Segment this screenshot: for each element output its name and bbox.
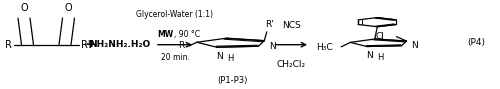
Text: H: H: [377, 53, 383, 61]
Text: R: R: [5, 40, 12, 50]
Text: N: N: [412, 41, 418, 50]
Text: Glycerol-Water (1:1): Glycerol-Water (1:1): [136, 10, 214, 19]
Text: N: N: [366, 51, 372, 60]
Text: (P1-P3): (P1-P3): [218, 76, 248, 85]
Text: H: H: [227, 54, 234, 63]
Text: 20 min.: 20 min.: [160, 53, 190, 62]
Text: NCS: NCS: [282, 21, 300, 30]
Text: Cl: Cl: [375, 32, 384, 41]
Text: NH₂NH₂.H₂O: NH₂NH₂.H₂O: [90, 40, 150, 49]
Text: N: N: [216, 52, 222, 61]
Text: O: O: [64, 3, 72, 13]
Text: R: R: [178, 41, 184, 50]
Text: MW: MW: [158, 30, 174, 39]
Text: +: +: [84, 38, 96, 51]
Text: H₃C: H₃C: [316, 43, 333, 52]
Text: CH₂Cl₂: CH₂Cl₂: [276, 60, 306, 69]
Text: R': R': [80, 40, 90, 50]
Text: O: O: [20, 3, 28, 13]
Text: , 90 °C: , 90 °C: [174, 30, 201, 39]
Text: R': R': [265, 20, 274, 29]
Text: (P4): (P4): [468, 38, 485, 47]
Text: N: N: [270, 42, 276, 51]
